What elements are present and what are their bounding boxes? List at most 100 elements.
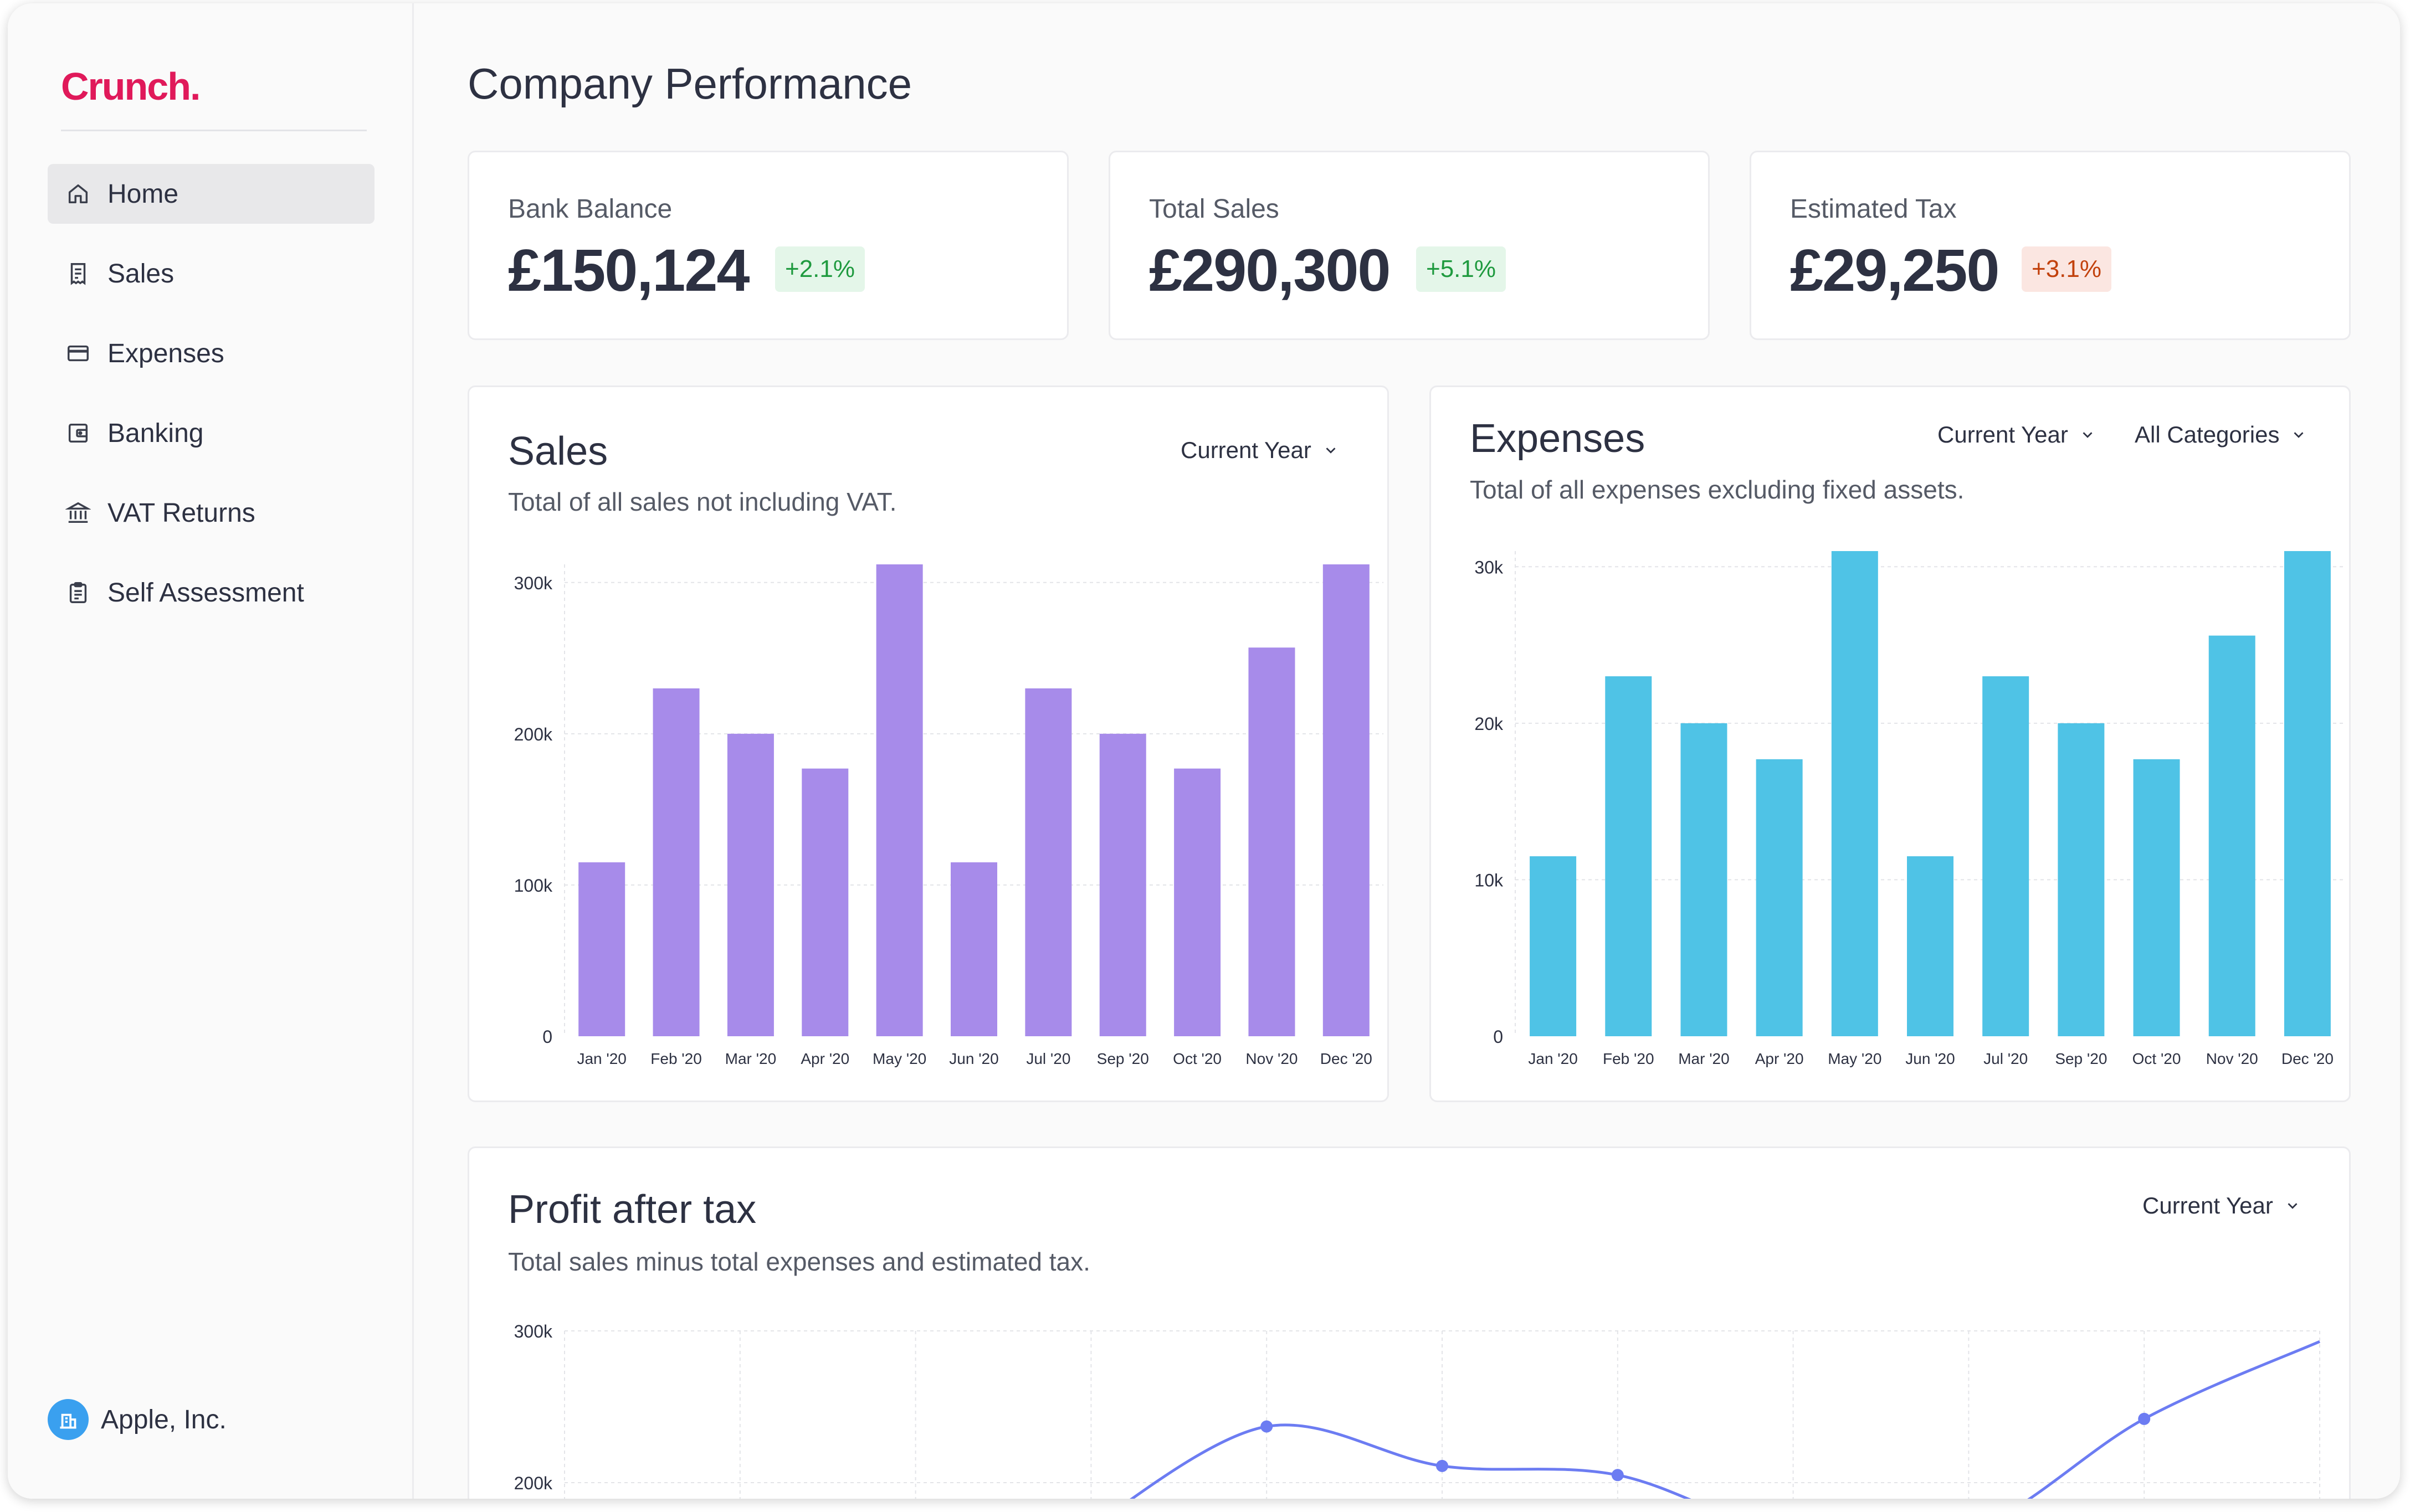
bar xyxy=(951,862,997,1036)
chevron-down-icon xyxy=(2288,1203,2298,1209)
y-tick-label: 300k xyxy=(514,1321,553,1341)
stat-value: £29,250 xyxy=(1790,236,1999,304)
home-icon xyxy=(65,181,91,207)
chevron-down-icon xyxy=(2294,432,2304,438)
sidebar-item-label: VAT Returns xyxy=(107,498,255,528)
x-tick-label: Apr '20 xyxy=(1755,1050,1804,1067)
x-tick-label: May '20 xyxy=(873,1050,926,1067)
expenses-title: Expenses xyxy=(1470,416,1645,461)
stat-value: £290,300 xyxy=(1149,236,1391,304)
x-tick-label: Jan '20 xyxy=(1528,1050,1577,1067)
y-tick-label: 30k xyxy=(1474,557,1504,577)
bar xyxy=(802,768,849,1036)
expenses-subtitle: Total of all expenses excluding fixed as… xyxy=(1470,475,1965,504)
x-tick-label: May '20 xyxy=(1828,1050,1881,1067)
bar xyxy=(876,564,923,1036)
stat-change-badge: +3.1% xyxy=(2022,246,2111,292)
sidebar-item-banking[interactable]: Banking xyxy=(48,403,375,463)
bar xyxy=(1907,856,1953,1036)
stat-card-bank-balance: Bank Balance £150,124 +2.1% xyxy=(468,151,1069,340)
stat-card-total-sales: Total Sales £290,300 +5.1% xyxy=(1109,151,1710,340)
y-tick-label: 100k xyxy=(514,876,553,896)
x-tick-label: Feb '20 xyxy=(650,1050,702,1067)
x-tick-label: Sep '20 xyxy=(2055,1050,2107,1067)
y-tick-label: 0 xyxy=(1493,1027,1503,1047)
stat-label: Total Sales xyxy=(1149,194,1279,224)
sidebar: Crunch. Home Sales Expenses xyxy=(8,3,414,1499)
data-point xyxy=(1436,1459,1448,1472)
data-point xyxy=(2138,1412,2151,1425)
sidebar-item-expenses[interactable]: Expenses xyxy=(48,323,375,383)
x-tick-label: Oct '20 xyxy=(1173,1050,1222,1067)
bar xyxy=(1831,551,1878,1036)
sales-card: Sales Total of all sales not including V… xyxy=(468,385,1389,1102)
bar xyxy=(1680,723,1727,1036)
x-tick-label: Nov '20 xyxy=(2206,1050,2258,1067)
profit-chart: 200k 300k xyxy=(514,1321,2321,1499)
brand-logo[interactable]: Crunch. xyxy=(61,65,201,108)
sales-period-dropdown[interactable]: Current Year xyxy=(1181,437,1339,464)
org-switcher[interactable]: Apple, Inc. xyxy=(48,1399,227,1440)
chevron-down-icon xyxy=(2083,432,2093,438)
data-point xyxy=(1260,1420,1273,1433)
bar xyxy=(578,862,625,1036)
chevron-down-icon xyxy=(1326,448,1336,454)
x-tick-label: Mar '20 xyxy=(1678,1050,1730,1067)
sidebar-item-label: Banking xyxy=(107,418,204,448)
stat-value: £150,124 xyxy=(508,236,750,304)
sidebar-item-vat-returns[interactable]: VAT Returns xyxy=(48,483,375,543)
x-tick-label: Jun '20 xyxy=(949,1050,998,1067)
bar xyxy=(1322,564,1370,1036)
x-tick-label: Jun '20 xyxy=(1905,1050,1955,1067)
sidebar-item-sales[interactable]: Sales xyxy=(48,244,375,304)
stat-card-estimated-tax: Estimated Tax £29,250 +3.1% xyxy=(1750,151,2351,340)
bar xyxy=(1248,647,1295,1036)
bar xyxy=(1982,676,2029,1036)
profit-period-dropdown[interactable]: Current Year xyxy=(2142,1192,2301,1219)
sidebar-nav: Home Sales Expenses Banking xyxy=(48,164,375,642)
bar xyxy=(1099,733,1146,1036)
x-tick-label: Nov '20 xyxy=(1245,1050,1298,1067)
y-tick-label: 0 xyxy=(542,1027,552,1047)
x-tick-label: Oct '20 xyxy=(2132,1050,2181,1067)
bar xyxy=(2058,723,2105,1036)
profit-line xyxy=(1130,1340,2321,1499)
x-tick-label: Mar '20 xyxy=(725,1050,777,1067)
bar xyxy=(1756,759,1803,1036)
bar xyxy=(2133,759,2180,1036)
sidebar-item-label: Expenses xyxy=(107,338,224,368)
bar xyxy=(1605,676,1652,1036)
sidebar-item-home[interactable]: Home xyxy=(48,164,375,224)
sidebar-item-label: Sales xyxy=(107,259,175,289)
expenses-chart: 0 10k 20k 30k Jan '20 Feb '20 Mar '20 Apr '20 Ma… xyxy=(1474,551,2345,1067)
bar xyxy=(1530,856,1577,1036)
profit-subtitle: Total sales minus total expenses and est… xyxy=(508,1247,1090,1276)
x-tick-label: Feb '20 xyxy=(1603,1050,1654,1067)
sidebar-item-label: Self Assessment xyxy=(107,578,304,608)
profit-card: Profit after tax Total sales minus total… xyxy=(468,1146,2351,1499)
expenses-card: Expenses Total of all expenses excluding… xyxy=(1429,385,2351,1102)
dropdown-value: Current Year xyxy=(1181,437,1311,463)
x-tick-label: Apr '20 xyxy=(801,1050,849,1067)
sidebar-item-label: Home xyxy=(107,179,179,209)
stat-change-badge: +2.1% xyxy=(775,246,865,292)
app-window: Crunch. Home Sales Expenses xyxy=(8,3,2400,1499)
expenses-category-dropdown[interactable]: All Categories xyxy=(2135,421,2307,448)
expenses-period-dropdown[interactable]: Current Year xyxy=(1937,421,2096,448)
x-tick-label: Jul '20 xyxy=(1983,1050,2028,1067)
building-icon xyxy=(48,1399,89,1440)
stat-label: Estimated Tax xyxy=(1790,194,1957,224)
bar xyxy=(1174,768,1221,1036)
dropdown-value: All Categories xyxy=(2135,421,2280,448)
org-name: Apple, Inc. xyxy=(101,1405,227,1434)
x-tick-label: Dec '20 xyxy=(2281,1050,2334,1067)
page-title: Company Performance xyxy=(468,59,912,108)
stat-label: Bank Balance xyxy=(508,194,673,224)
bank-icon xyxy=(65,500,91,526)
y-tick-label: 200k xyxy=(514,724,553,744)
sidebar-divider xyxy=(61,130,367,131)
x-tick-label: Jul '20 xyxy=(1026,1050,1070,1067)
sidebar-item-self-assessment[interactable]: Self Assessment xyxy=(48,563,375,623)
bar xyxy=(1025,688,1072,1036)
bar xyxy=(727,733,774,1036)
